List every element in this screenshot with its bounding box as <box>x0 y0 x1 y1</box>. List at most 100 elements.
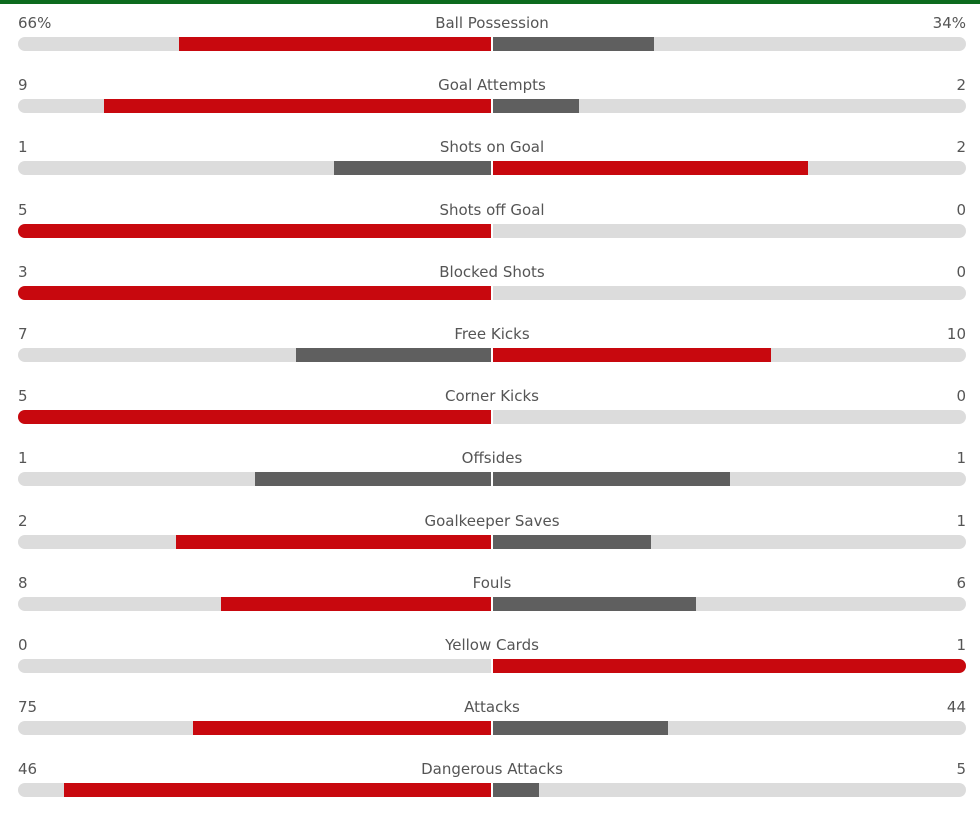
away-bar-fill <box>493 596 696 611</box>
stat-bar <box>18 99 966 114</box>
stat-name: Attacks <box>464 698 520 717</box>
away-bar-track <box>493 161 966 176</box>
stat-labels: 1 Offsides 1 <box>18 446 966 472</box>
stat-bar <box>18 410 966 425</box>
home-bar-track <box>18 37 491 51</box>
stat-name: Shots on Goal <box>439 138 545 157</box>
home-value: 2 <box>18 511 28 530</box>
stat-bar <box>18 285 966 300</box>
away-bar-track <box>493 721 966 736</box>
away-value: 2 <box>956 76 966 95</box>
away-bar-fill <box>493 534 651 549</box>
stat-labels: 5 Corner Kicks 0 <box>18 384 966 410</box>
stat-bar <box>18 472 966 487</box>
stat-row: 8 Fouls 6 <box>18 571 966 633</box>
away-bar-track <box>493 658 966 673</box>
stat-labels: 3 Blocked Shots 0 <box>18 260 966 286</box>
away-bar-track <box>493 472 966 487</box>
away-bar-track <box>493 223 966 238</box>
away-value: 5 <box>956 760 966 779</box>
away-bar-fill <box>493 161 809 176</box>
away-value: 0 <box>956 387 966 406</box>
stat-bar <box>18 658 966 673</box>
home-bar-fill <box>193 721 491 736</box>
stat-name: Goalkeeper Saves <box>424 511 560 530</box>
stat-row: 1 Shots on Goal 2 <box>18 135 966 197</box>
home-bar-fill <box>296 347 491 362</box>
stat-row: 0 Yellow Cards 1 <box>18 633 966 695</box>
stat-name: Dangerous Attacks <box>421 760 563 779</box>
home-bar-track <box>18 534 491 549</box>
home-bar-fill <box>220 596 491 611</box>
home-value: 8 <box>18 573 28 592</box>
home-bar-fill <box>104 99 491 114</box>
away-value: 1 <box>956 635 966 654</box>
home-value: 0 <box>18 635 28 654</box>
away-bar-track <box>493 596 966 611</box>
home-bar-track <box>18 347 491 362</box>
away-bar-track <box>493 99 966 114</box>
away-bar-fill <box>493 658 966 673</box>
home-bar-track <box>18 410 491 425</box>
away-bar-track <box>493 37 966 51</box>
stat-name: Blocked Shots <box>439 262 545 281</box>
stat-bar <box>18 347 966 362</box>
stat-labels: 46 Dangerous Attacks 5 <box>18 757 966 783</box>
away-bar-fill <box>493 347 772 362</box>
away-value: 6 <box>956 573 966 592</box>
home-bar-fill <box>18 410 491 425</box>
match-stats-list: 66% Ball Possession 34% 9 Goal Attempts 2 1 Sho… <box>18 11 966 819</box>
home-value: 75 <box>18 698 38 717</box>
stat-labels: 66% Ball Possession 34% <box>18 11 966 37</box>
home-bar-fill <box>175 534 491 549</box>
away-value: 0 <box>956 262 966 281</box>
home-bar-track <box>18 783 491 798</box>
away-value: 1 <box>956 449 966 468</box>
home-bar-fill <box>18 223 491 238</box>
stat-name: Fouls <box>472 573 512 592</box>
home-value: 1 <box>18 449 28 468</box>
away-bar-track <box>493 534 966 549</box>
stat-bar <box>18 161 966 176</box>
away-bar-track <box>493 410 966 425</box>
away-value: 44 <box>946 698 966 717</box>
home-value: 5 <box>18 200 28 219</box>
home-bar-fill <box>254 472 491 487</box>
stat-labels: 8 Fouls 6 <box>18 571 966 597</box>
away-bar-fill <box>493 721 668 736</box>
stat-bar <box>18 37 966 51</box>
stat-bar <box>18 596 966 611</box>
away-value: 34% <box>932 14 966 32</box>
stat-name: Free Kicks <box>454 324 530 343</box>
home-bar-fill <box>178 37 491 51</box>
stat-name: Shots off Goal <box>439 200 545 219</box>
home-value: 46 <box>18 760 38 779</box>
away-value: 0 <box>956 200 966 219</box>
away-bar-track <box>493 285 966 300</box>
stat-bar <box>18 721 966 736</box>
stat-bar <box>18 223 966 238</box>
stat-bar <box>18 534 966 549</box>
stat-name: Goal Attempts <box>438 76 546 95</box>
home-value: 5 <box>18 387 28 406</box>
stat-labels: 5 Shots off Goal 0 <box>18 198 966 224</box>
away-value: 2 <box>956 138 966 157</box>
home-value: 66% <box>18 14 52 32</box>
away-bar-fill <box>493 37 654 51</box>
home-bar-fill <box>18 285 491 300</box>
stat-row: 3 Blocked Shots 0 <box>18 260 966 322</box>
stat-labels: 9 Goal Attempts 2 <box>18 73 966 99</box>
home-bar-track <box>18 658 491 673</box>
away-value: 10 <box>946 324 966 343</box>
stat-bar <box>18 783 966 798</box>
stat-labels: 7 Free Kicks 10 <box>18 322 966 348</box>
stat-row: 75 Attacks 44 <box>18 695 966 757</box>
away-bar-fill <box>493 99 580 114</box>
home-value: 1 <box>18 138 28 157</box>
stat-row: 5 Corner Kicks 0 <box>18 384 966 446</box>
stat-row: 9 Goal Attempts 2 <box>18 73 966 135</box>
stat-name: Ball Possession <box>435 14 549 32</box>
away-bar-track <box>493 347 966 362</box>
stat-name: Offsides <box>461 449 523 468</box>
stat-row: 5 Shots off Goal 0 <box>18 198 966 260</box>
